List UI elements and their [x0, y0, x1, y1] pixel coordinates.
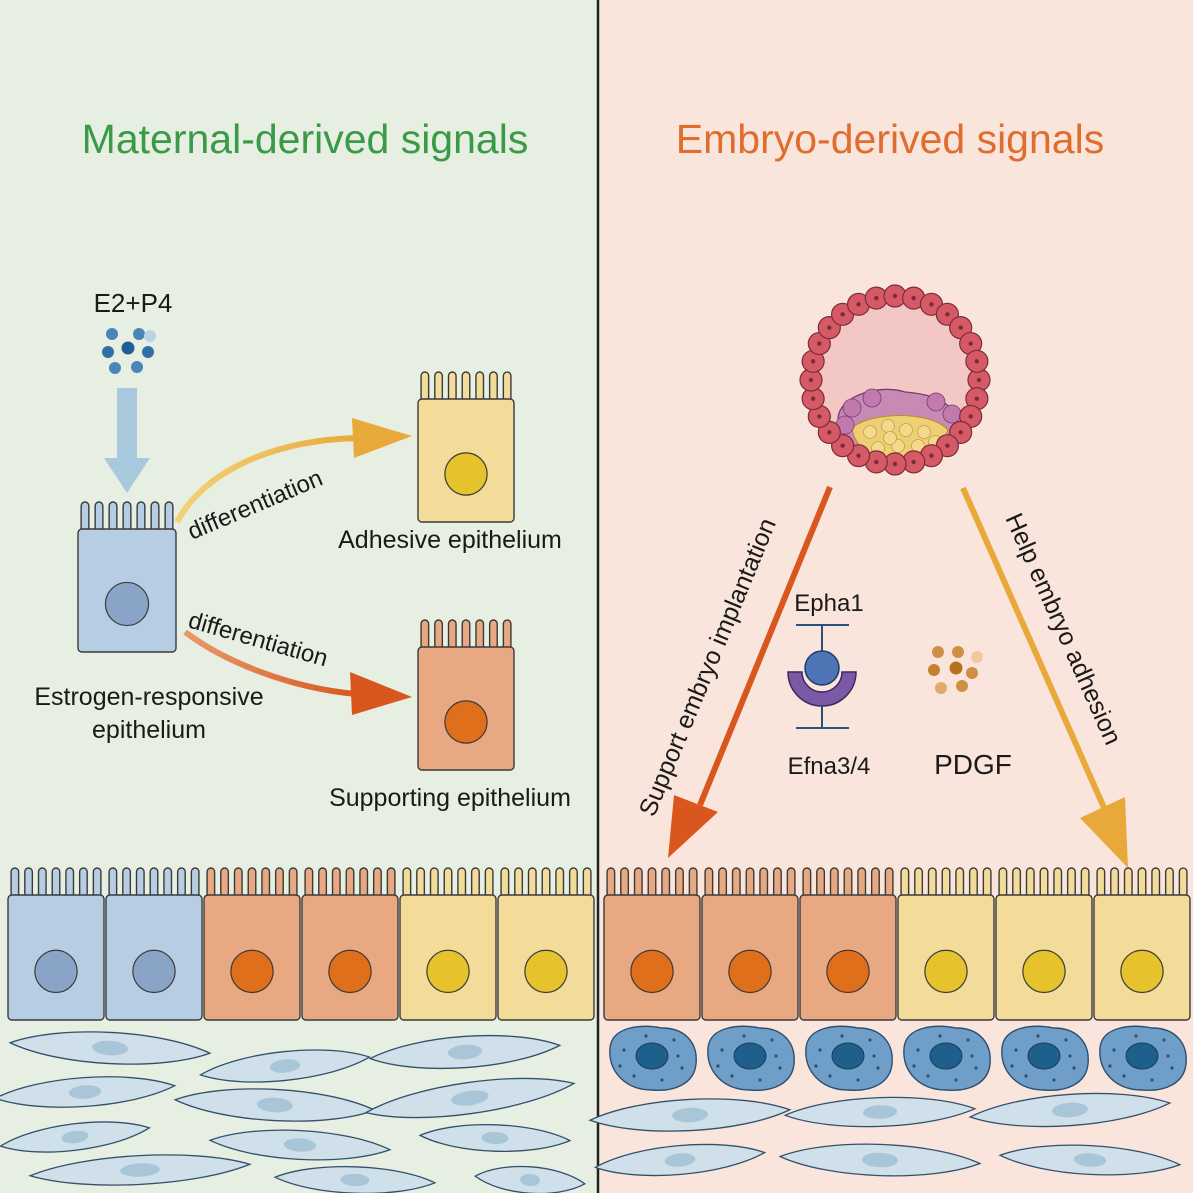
maternal-title: Maternal-derived signals	[82, 116, 529, 162]
embryo-title: Embryo-derived signals	[676, 116, 1104, 162]
left-row-cell-nucleus	[524, 949, 568, 994]
supporting-cell-body	[417, 619, 515, 771]
left-row-cell	[203, 867, 301, 1021]
estrogen-label-line2: epithelium	[92, 716, 206, 744]
support-implantation-arrow	[668, 485, 833, 858]
fibroblast-cell	[368, 1034, 562, 1070]
hormone-down-arrow	[104, 388, 150, 493]
fibroblast-cell	[588, 1098, 792, 1132]
supporting-cell	[417, 619, 515, 771]
left-stroma-fibroblasts	[0, 1031, 587, 1193]
estrogen-responsive-cell-body	[77, 501, 177, 653]
left-row-cell-nucleus	[230, 949, 274, 994]
help-adhesion-arrow	[960, 486, 1128, 868]
left-row-cell-nucleus	[34, 949, 78, 994]
differentiation-arrow-lower	[183, 629, 412, 715]
estrogen-label-line1: Estrogen-responsive	[34, 683, 263, 711]
decidual-cell	[903, 1025, 991, 1091]
adhesive-cell-body	[417, 371, 515, 523]
right-row-cell	[897, 867, 995, 1021]
right-stroma	[588, 1025, 1187, 1177]
left-row-cell-nucleus	[328, 949, 372, 994]
fibroblast-cell	[418, 1124, 572, 1152]
adhesive-cell	[417, 371, 515, 523]
blastocyst-embryo	[799, 284, 991, 476]
fibroblast-cell	[364, 1077, 576, 1119]
fibroblast-cell	[208, 1129, 392, 1161]
left-row-cell	[7, 867, 105, 1021]
left-row-cell	[399, 867, 497, 1021]
fibroblast-cell	[28, 1154, 252, 1186]
left-row-cell-nucleus	[132, 949, 176, 994]
adhesive-cell-body-nucleus	[444, 452, 488, 496]
decidual-cell	[805, 1025, 893, 1091]
pdgf-label: PDGF	[934, 749, 1012, 780]
left-row-cell	[301, 867, 399, 1021]
fibroblast-cell	[968, 1092, 1172, 1128]
right-epithelium-row	[603, 867, 1191, 1021]
right-row-cell-nucleus	[728, 949, 772, 994]
efna-label: Efna3/4	[788, 753, 871, 780]
right-row-cell-nucleus	[924, 949, 968, 994]
fibroblast-cell	[783, 1096, 977, 1128]
supporting-cell-body-nucleus	[444, 700, 488, 744]
right-row-cell-nucleus	[826, 949, 870, 994]
fibroblast-cell	[0, 1076, 177, 1108]
fibroblast-cell	[198, 1049, 372, 1083]
decidual-cell	[1099, 1025, 1187, 1091]
differentiation-arrow-upper	[174, 418, 412, 524]
right-row-cell-nucleus	[1120, 949, 1164, 994]
left-row-cell-nucleus	[426, 949, 470, 994]
decidual-cell	[1001, 1025, 1089, 1091]
fibroblast-cell	[0, 1121, 151, 1153]
hormone-molecules-icon	[102, 328, 156, 374]
right-row-cell	[1093, 867, 1191, 1021]
decidual-cell	[609, 1025, 697, 1091]
right-row-cell-nucleus	[630, 949, 674, 994]
estrogen-responsive-cell-body-nucleus	[104, 581, 150, 627]
right-row-cell	[603, 867, 701, 1021]
fibroblast-cell	[8, 1031, 212, 1065]
pdgf-molecules-icon	[928, 646, 983, 694]
fibroblast-cell	[473, 1165, 587, 1193]
left-epithelium-row	[7, 867, 595, 1021]
right-row-cell	[701, 867, 799, 1021]
supporting-label: Supporting epithelium	[329, 784, 571, 812]
epha1-label: Epha1	[794, 590, 863, 617]
receptor-ligand-icon	[787, 624, 857, 729]
estrogen-responsive-cell	[77, 501, 177, 653]
fibroblast-cell	[273, 1165, 437, 1193]
left-row-cell	[105, 867, 203, 1021]
fibroblast-cell	[593, 1143, 767, 1177]
decidual-cell	[707, 1025, 795, 1091]
right-row-cell	[995, 867, 1093, 1021]
fibroblast-cell	[998, 1144, 1182, 1176]
hormone-label: E2+P4	[94, 288, 173, 318]
adhesive-label: Adhesive epithelium	[338, 526, 562, 554]
right-row-cell-nucleus	[1022, 949, 1066, 994]
fibroblast-cell	[778, 1143, 982, 1177]
left-row-cell	[497, 867, 595, 1021]
right-row-cell	[799, 867, 897, 1021]
